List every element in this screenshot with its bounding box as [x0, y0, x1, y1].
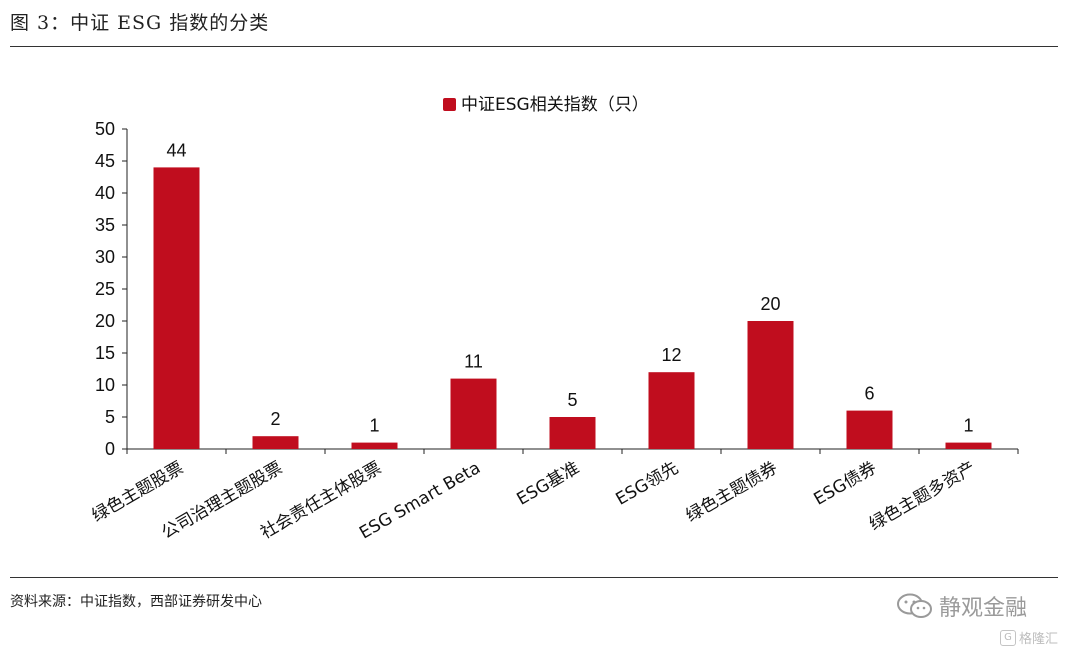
bottom-rule — [10, 577, 1058, 578]
data-label: 20 — [760, 294, 780, 314]
x-tick-label: 绿色主题多资产 — [866, 458, 979, 535]
y-tick-label: 30 — [95, 247, 115, 267]
top-rule — [10, 46, 1058, 47]
data-label: 12 — [661, 345, 681, 365]
bar — [846, 410, 893, 449]
bar — [648, 372, 695, 449]
y-tick-label: 20 — [95, 311, 115, 331]
x-tick-label: ESG债券 — [810, 458, 880, 510]
y-tick-label: 50 — [95, 119, 115, 139]
legend-swatch — [443, 98, 456, 111]
figure-title: 图 3：中证 ESG 指数的分类 — [10, 12, 270, 34]
watermark: 静观金融 — [895, 590, 1027, 622]
y-tick-label: 5 — [105, 407, 115, 427]
watermark-text: 静观金融 — [939, 596, 1028, 621]
gelonghui-logo-icon: G — [1000, 629, 1016, 646]
data-label: 5 — [567, 390, 577, 410]
corner-mark-text: 格隆汇 — [1019, 632, 1059, 647]
data-label: 1 — [963, 416, 973, 436]
x-tick-label: ESG基准 — [513, 458, 583, 510]
bar — [945, 442, 992, 449]
x-tick-label: 绿色主题债券 — [683, 458, 781, 526]
data-label: 6 — [864, 384, 874, 404]
bar — [351, 442, 398, 449]
bar — [252, 436, 299, 449]
y-tick-label: 45 — [95, 151, 115, 171]
x-tick-label: ESG领先 — [612, 458, 682, 510]
x-tick-label: 绿色主题股票 — [89, 458, 187, 526]
bar — [747, 321, 794, 449]
y-tick-label: 0 — [105, 439, 115, 459]
y-tick-label: 40 — [95, 183, 115, 203]
data-label: 11 — [464, 352, 483, 372]
data-label: 44 — [166, 140, 186, 160]
data-label: 2 — [270, 409, 280, 429]
bar — [153, 167, 200, 449]
source-note: 资料来源：中证指数，西部证券研发中心 — [10, 594, 262, 610]
corner-mark: G 格隆汇 — [1000, 628, 1058, 647]
data-label: 1 — [369, 416, 379, 436]
y-tick-label: 25 — [95, 279, 115, 299]
y-tick-label: 35 — [95, 215, 115, 235]
wechat-icon — [897, 593, 932, 618]
bar — [450, 378, 497, 449]
y-tick-label: 10 — [95, 375, 115, 395]
bar — [549, 417, 596, 449]
legend-label: 中证ESG相关指数（只） — [461, 95, 649, 115]
y-tick-label: 15 — [95, 343, 115, 363]
